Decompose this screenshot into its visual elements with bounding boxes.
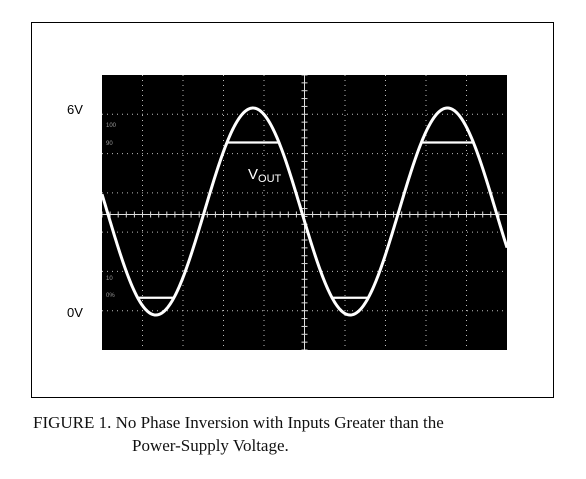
y-tick-label-0v: 0V [67,305,83,320]
output-clipped-trace [102,141,507,299]
caption-line-1: FIGURE 1. No Phase Inversion with Inputs… [33,413,444,432]
graticule-mark: 100 [106,123,117,129]
vout-label: VOUT [248,166,282,185]
caption-line-2: Power-Supply Voltage. [132,436,289,455]
figure-caption: FIGURE 1. No Phase Inversion with Inputs… [33,411,563,457]
graticule-mark: 10 [106,276,113,282]
vout-annotation: VOUT [248,166,282,185]
scope-grid: 100 90 10 0% [102,75,507,350]
scope-traces [102,106,507,317]
graticule-mark: 90 [106,141,113,147]
y-tick-label-6v: 6V [67,102,83,117]
graticule-mark: 0% [106,293,115,299]
oscilloscope-display: 100 90 10 0% VOUT [102,75,507,350]
